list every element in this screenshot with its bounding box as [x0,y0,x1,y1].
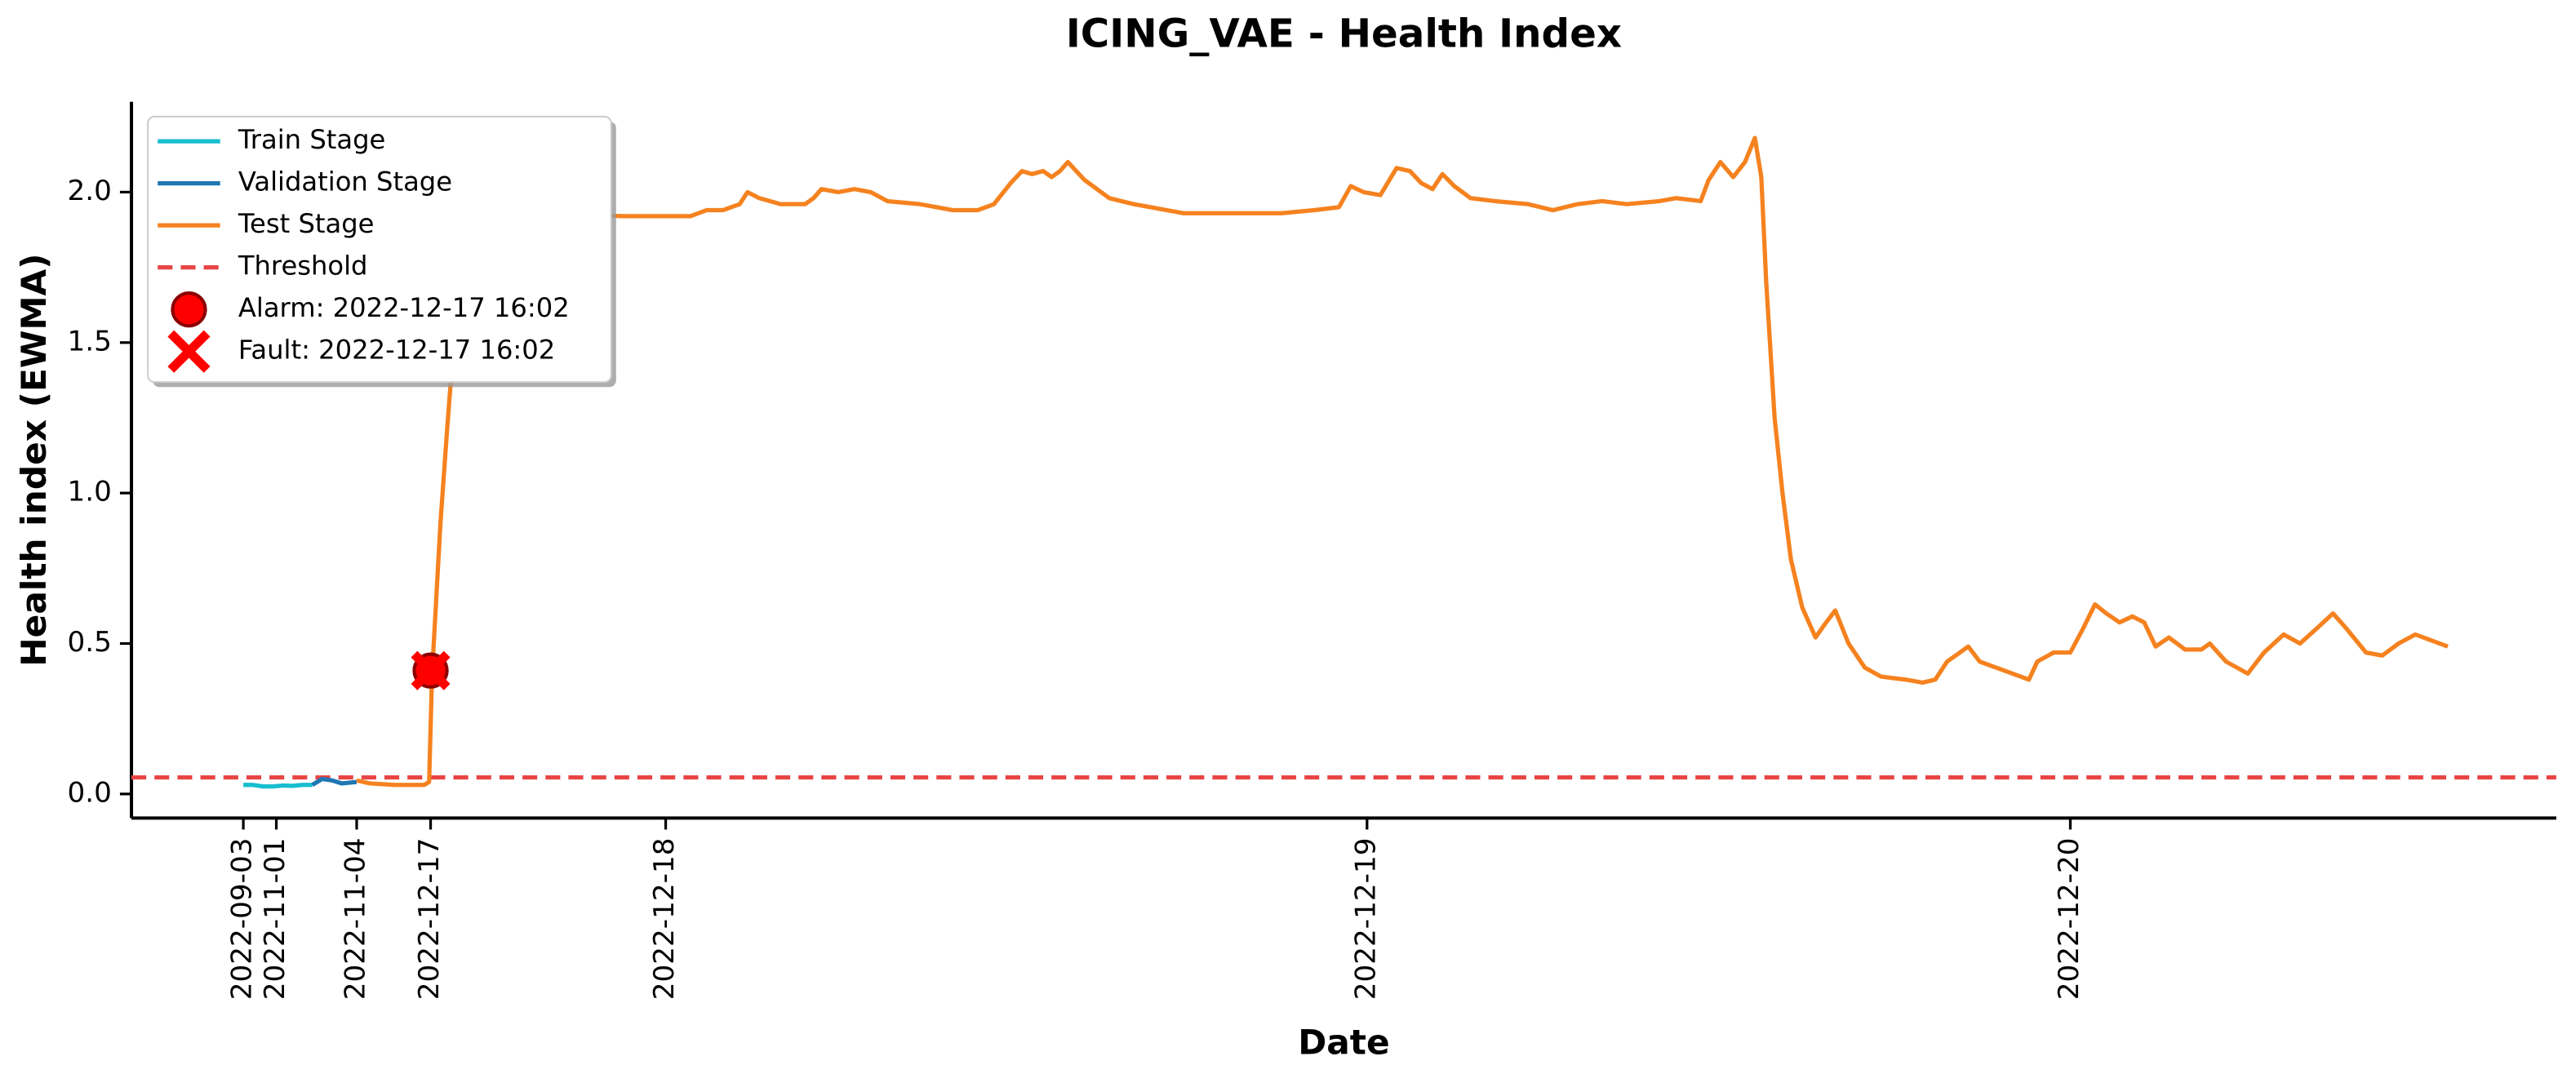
x-tick-label: 2022-12-19 [1349,837,1382,1000]
y-tick-label: 0.0 [67,776,111,809]
x-tick-label: 2022-11-01 [259,837,291,1000]
legend-label: Threshold [238,251,368,282]
legend-label: Alarm: 2022-12-17 16:02 [238,292,570,323]
y-tick-label: 1.5 [67,325,111,357]
x-tick-label: 2022-12-17 [413,837,446,1000]
legend-handle [167,330,211,373]
legend-label: Train Stage [238,124,385,155]
chart-title: ICING_VAE - Health Index [1066,11,1622,56]
series-line [311,776,358,788]
legend-label: Test Stage [238,208,375,239]
x-tick-label: 2022-12-20 [2053,837,2085,1000]
x-axis-label: Date [1298,1023,1389,1063]
y-axis-label: Health index (EWMA) [14,253,54,666]
x-tick-label: 2022-12-18 [648,837,681,1000]
legend: Train Stage Validation Stage Test Stage Thr… [147,115,616,388]
legend-handle [171,291,207,328]
fault-marker [411,650,451,690]
legend-label: Fault: 2022-12-17 16:02 [238,335,555,366]
legend-box [147,115,612,384]
series-line [243,783,313,789]
y-tick-label: 2.0 [67,175,111,207]
y-tick-label: 0.5 [67,626,111,659]
y-tick-label: 1.0 [67,476,111,508]
x-tick-label: 2022-11-04 [339,837,371,1000]
legend-label: Validation Stage [238,166,452,198]
series-line [356,135,2449,788]
x-tick-label: 2022-09-03 [226,837,259,1000]
